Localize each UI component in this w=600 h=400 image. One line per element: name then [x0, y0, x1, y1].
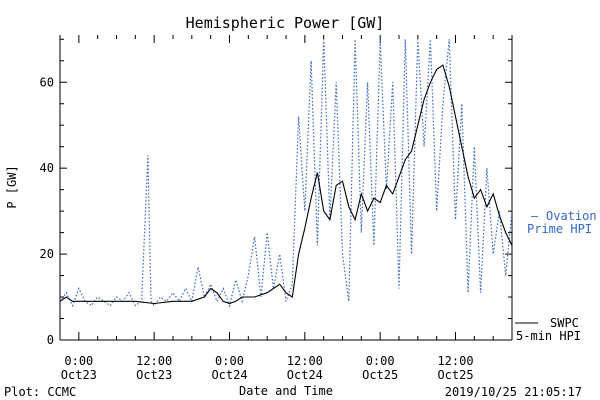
legend-swpc-label: SWPC: [550, 316, 579, 330]
legend-ovation-label: Ovation: [546, 209, 597, 223]
x-tick-label-date: Oct25: [362, 368, 398, 382]
legend: — Ovation Prime HPI SWPC 5-min HPI: [515, 209, 597, 343]
y-tick-label: 0: [47, 333, 54, 347]
x-tick-label-date: Oct25: [437, 368, 473, 382]
x-tick-label-date: Oct23: [136, 368, 172, 382]
y-tick-label: 60: [40, 75, 54, 89]
legend-ovation-label-2: Prime HPI: [527, 222, 592, 236]
y-axis-ticks: 0 20 40 60: [40, 38, 512, 347]
x-tick-label-time: 0:00: [366, 354, 395, 368]
chart-title: Hemispheric Power [GW]: [186, 14, 385, 32]
plot-credit: Plot: CCMC: [4, 385, 76, 399]
series-layer: [60, 39, 512, 308]
legend-ovation-dash: —: [531, 209, 539, 223]
x-axis-label: Date and Time: [239, 384, 333, 398]
x-tick-label-time: 12:00: [437, 354, 473, 368]
plot-frame: [59, 35, 513, 341]
plot-timestamp: 2019/10/25 21:05:17: [445, 385, 582, 399]
x-tick-label-date: Oct23: [61, 368, 97, 382]
y-tick-label: 20: [40, 247, 54, 261]
x-tick-label-date: Oct24: [287, 368, 323, 382]
legend-swpc-label-2: 5-min HPI: [516, 329, 581, 343]
swpc-series: [60, 64, 512, 305]
ovation-prime-series: [60, 39, 512, 308]
x-tick-label-time: 12:00: [287, 354, 323, 368]
x-tick-label-time: 0:00: [215, 354, 244, 368]
x-tick-label-date: Oct24: [211, 368, 247, 382]
y-tick-label: 40: [40, 161, 54, 175]
y-axis-label: P [GW]: [5, 165, 19, 208]
x-axis-ticks: 0:00Oct2312:00Oct230:00Oct2412:00Oct240:…: [59, 35, 513, 382]
x-tick-label-time: 0:00: [64, 354, 93, 368]
x-tick-label-time: 12:00: [136, 354, 172, 368]
